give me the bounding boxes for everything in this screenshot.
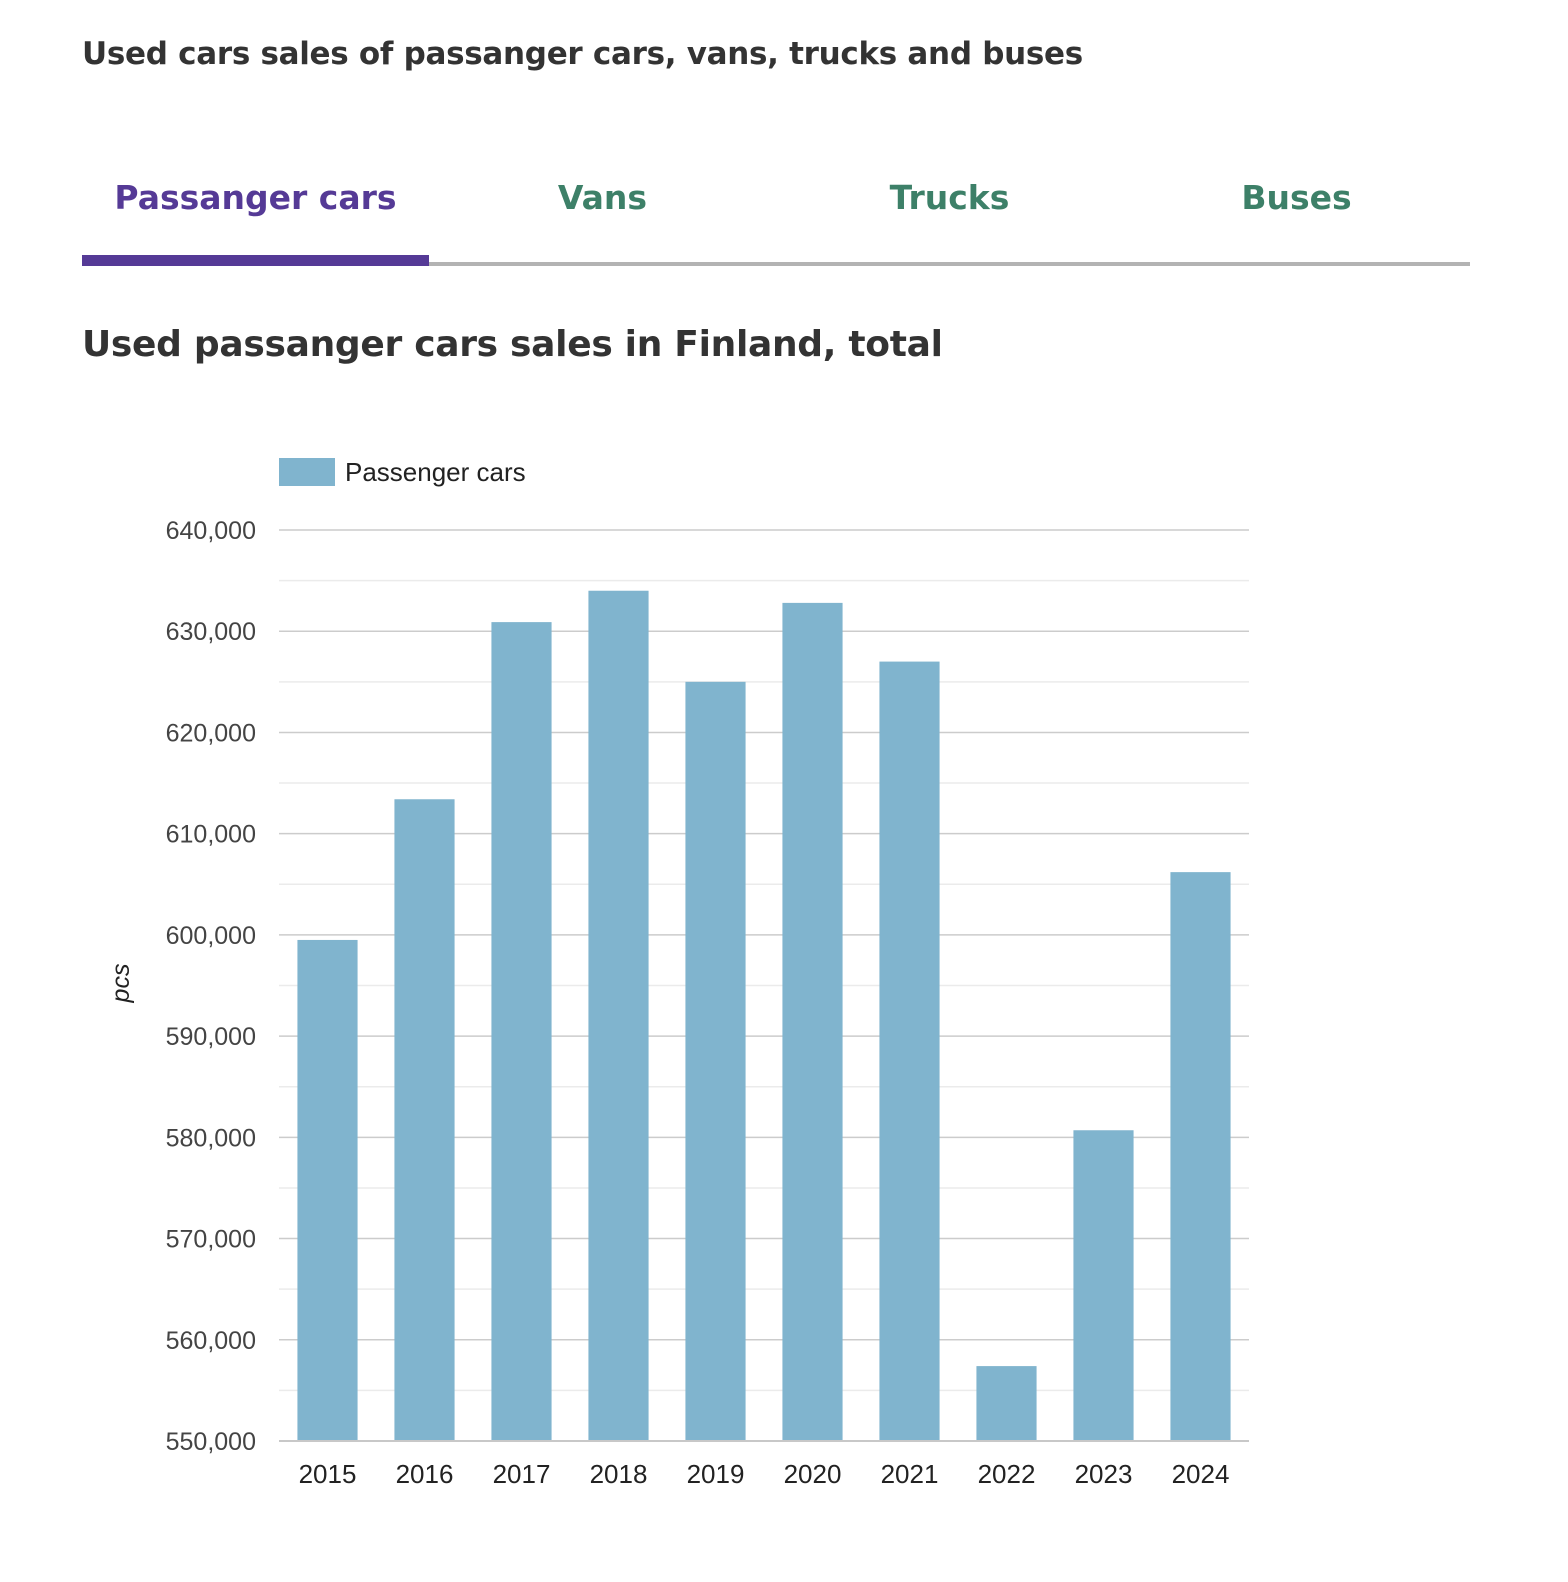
bar-2017 [491,622,552,1441]
tab-trucks[interactable]: Trucks [889,178,1010,217]
bar-2022 [976,1366,1037,1441]
y-tick-label: 620,000 [166,719,256,747]
y-tick-label: 640,000 [166,517,256,545]
bar-2023 [1073,1130,1134,1441]
legend-label: Passenger cars [345,457,526,487]
x-axis-ticks: 2015 2016 2017 2018 2019 2020 2021 2022 2023 2024 [299,1459,1230,1489]
y-tick-label: 600,000 [166,922,256,950]
tab-buses[interactable]: Buses [1241,178,1352,217]
y-tick-label: 560,000 [166,1327,256,1355]
tab-bar: Passanger cars Vans Trucks Buses [82,160,1470,266]
tab-vans[interactable]: Vans [557,178,648,217]
x-tick-label: 2019 [687,1459,745,1489]
bar-2015 [297,939,358,1441]
y-tick-label: 570,000 [166,1226,256,1254]
y-axis-label: pcs [107,964,135,1004]
x-tick-label: 2015 [299,1459,357,1489]
bar-2018 [588,590,649,1441]
x-tick-label: 2016 [396,1459,454,1489]
bar-2024 [1170,872,1231,1441]
y-tick-label: 610,000 [166,821,256,849]
legend[interactable]: Passenger cars [279,457,526,487]
x-tick-label: 2022 [978,1459,1036,1489]
page-title: Used cars sales of passanger cars, vans,… [82,36,1083,72]
x-tick-label: 2021 [881,1459,939,1489]
x-tick-label: 2020 [784,1459,842,1489]
x-tick-label: 2024 [1172,1459,1230,1489]
tab-rail [82,262,1470,266]
bar-2019 [685,681,746,1441]
legend-swatch [279,458,335,486]
y-tick-label: 590,000 [166,1023,256,1051]
y-axis-ticks: 550,000 560,000 570,000 580,000 590,000 600,0… [166,517,256,1456]
bars [297,590,1231,1441]
active-tab-indicator [82,255,429,266]
bar-2020 [782,602,843,1441]
bar-2021 [879,661,940,1441]
y-tick-label: 550,000 [166,1428,256,1456]
x-tick-label: 2017 [493,1459,551,1489]
y-tick-label: 630,000 [166,618,256,646]
bar-2016 [394,799,455,1441]
x-tick-label: 2023 [1075,1459,1133,1489]
tab-passanger-cars[interactable]: Passanger cars [114,178,397,217]
y-tick-label: 580,000 [166,1124,256,1152]
chart-title: Used passanger cars sales in Finland, to… [82,324,943,365]
x-tick-label: 2018 [590,1459,648,1489]
bar-chart: 550,000 560,000 570,000 580,000 590,000 600,0… [107,457,1249,1489]
